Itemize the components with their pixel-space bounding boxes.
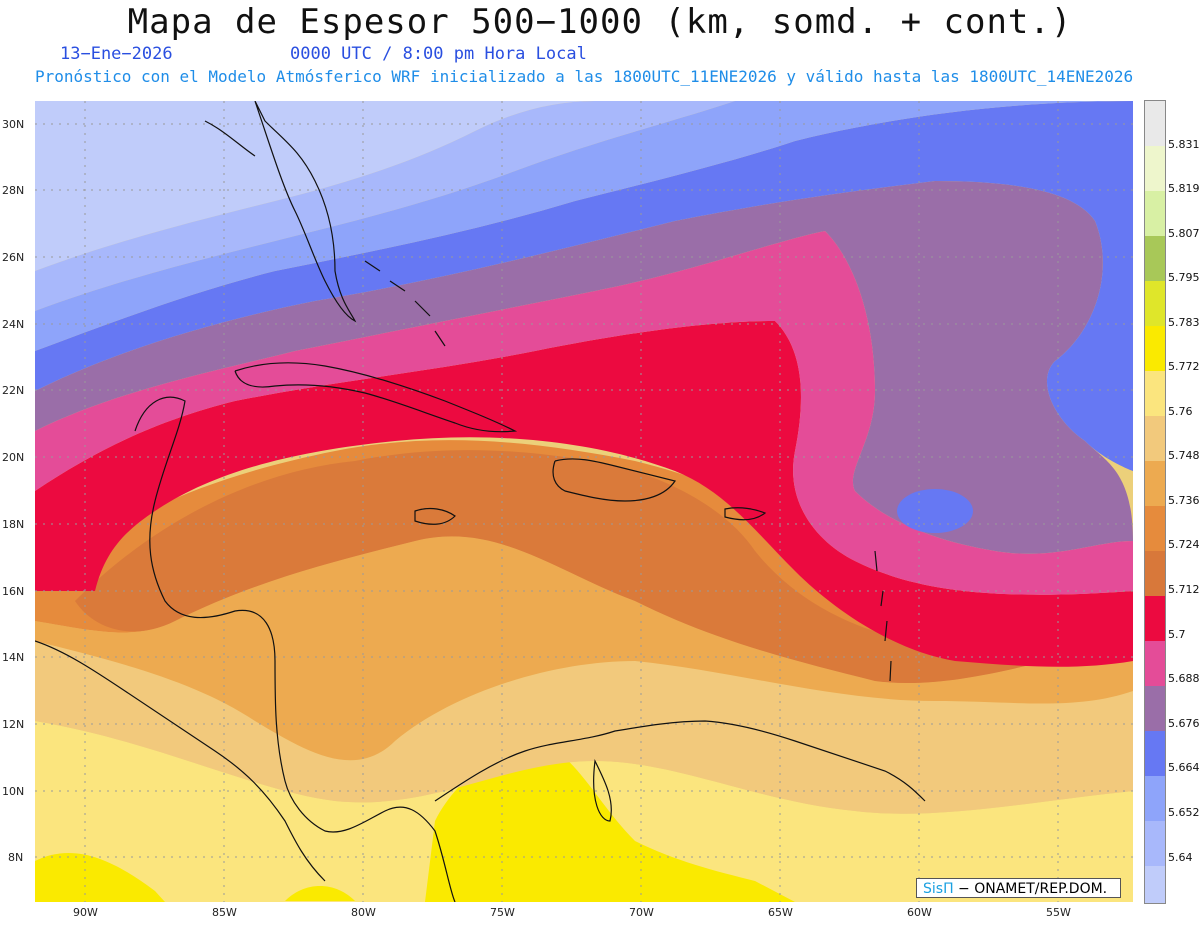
legend-label-5772: 5.772 (1168, 360, 1200, 373)
lat-label-26n: 26N (2, 251, 25, 264)
credit-text: − ONAMET/REP.DOM. (953, 881, 1108, 897)
legend-swatch-9 (1145, 506, 1165, 551)
legend-label-5783: 5.783 (1168, 316, 1200, 329)
lat-label-30n: 30N (2, 118, 25, 131)
legend-swatch-15 (1145, 236, 1165, 281)
legend-colorbar (1144, 100, 1166, 904)
lon-label-70w: 70W (629, 906, 654, 919)
legend-label-576: 5.76 (1168, 405, 1193, 418)
thickness-field (35, 101, 1133, 902)
legend-label-5664: 5.664 (1168, 761, 1200, 774)
forecast-date: 13−Ene−2026 (60, 44, 173, 64)
lon-label-75w: 75W (490, 906, 515, 919)
forecast-time: 0000 UTC / 8:00 pm Hora Local (290, 44, 587, 64)
lat-label-28n: 28N (2, 184, 25, 197)
legend-swatch-10 (1145, 461, 1165, 506)
lat-label-14n: 14N (2, 651, 25, 664)
legend-label-5831: 5.831 (1168, 138, 1200, 151)
forecast-subtitle: Pronóstico con el Modelo Atmósferico WRF… (35, 67, 1134, 86)
legend-label-57: 5.7 (1168, 628, 1186, 641)
legend-swatch-8 (1145, 551, 1165, 596)
lon-label-60w: 60W (907, 906, 932, 919)
legend-label-5736: 5.736 (1168, 494, 1200, 507)
coastlines (35, 101, 926, 902)
legend-label-5652: 5.652 (1168, 806, 1200, 819)
legend-swatch-1 (1145, 866, 1165, 903)
legend-swatch-16 (1145, 191, 1165, 236)
lon-label-90w: 90W (73, 906, 98, 919)
legend-swatch-5 (1145, 686, 1165, 731)
legend-swatch-11 (1145, 416, 1165, 461)
legend-label-5724: 5.724 (1168, 538, 1200, 551)
lon-label-55w: 55W (1046, 906, 1071, 919)
lat-label-16n: 16N (2, 585, 25, 598)
legend-swatches (1145, 101, 1165, 903)
lon-label-65w: 65W (768, 906, 793, 919)
legend-swatch-17 (1145, 146, 1165, 191)
thickness-map (35, 101, 1133, 902)
credit-brand: SisΠ (923, 881, 954, 897)
legend-swatch-6 (1145, 641, 1165, 686)
legend-swatch-14 (1145, 281, 1165, 326)
legend-label-5712: 5.712 (1168, 583, 1200, 596)
credit-box: SisΠ − ONAMET/REP.DOM. (916, 878, 1121, 898)
legend-swatch-12 (1145, 371, 1165, 416)
legend-swatch-2 (1145, 821, 1165, 866)
legend-label-564: 5.64 (1168, 851, 1193, 864)
legend-label-5748: 5.748 (1168, 449, 1200, 462)
legend-swatch-13 (1145, 326, 1165, 371)
lat-label-10n: 10N (2, 785, 25, 798)
legend-swatch-4 (1145, 731, 1165, 776)
lat-label-22n: 22N (2, 384, 25, 397)
lat-label-18n: 18N (2, 518, 25, 531)
lat-label-8n: 8N (8, 851, 24, 864)
legend-swatch-3 (1145, 776, 1165, 821)
legend-label-5676: 5.676 (1168, 717, 1200, 730)
lat-label-20n: 20N (2, 451, 25, 464)
lon-label-85w: 85W (212, 906, 237, 919)
map-title: Mapa de Espesor 500−1000 (km, somd. + co… (127, 2, 1073, 42)
lat-label-24n: 24N (2, 318, 25, 331)
legend-label-5807: 5.807 (1168, 227, 1200, 240)
legend-label-5819: 5.819 (1168, 182, 1200, 195)
legend-label-5688: 5.688 (1168, 672, 1200, 685)
legend-label-5795: 5.795 (1168, 271, 1200, 284)
legend-swatch-7 (1145, 596, 1165, 641)
lat-label-12n: 12N (2, 718, 25, 731)
legend-swatch-18 (1145, 101, 1165, 146)
lon-label-80w: 80W (351, 906, 376, 919)
